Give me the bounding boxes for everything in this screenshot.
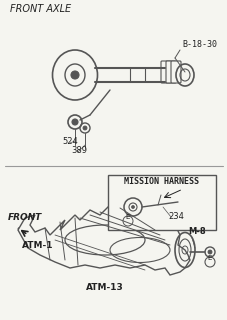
Text: B-18-30: B-18-30 — [181, 40, 216, 49]
Bar — [108, 175, 215, 230]
Text: 234: 234 — [167, 212, 183, 221]
Circle shape — [83, 126, 87, 130]
Text: 524: 524 — [62, 137, 77, 146]
Text: FRONT AXLE: FRONT AXLE — [10, 4, 71, 14]
Text: 389: 389 — [71, 146, 87, 155]
Circle shape — [207, 250, 211, 254]
FancyBboxPatch shape — [170, 61, 180, 83]
FancyBboxPatch shape — [165, 61, 175, 83]
Polygon shape — [18, 228, 28, 235]
Text: E: E — [206, 255, 210, 261]
Text: ATM-13: ATM-13 — [86, 283, 123, 292]
Circle shape — [72, 119, 78, 125]
Circle shape — [131, 205, 134, 209]
Text: ATM-1: ATM-1 — [22, 241, 53, 250]
Text: E: E — [124, 214, 129, 220]
Polygon shape — [18, 205, 189, 275]
Ellipse shape — [71, 71, 79, 79]
Text: FRONT: FRONT — [8, 213, 42, 222]
Text: M-8: M-8 — [187, 227, 205, 236]
FancyBboxPatch shape — [160, 61, 170, 83]
Text: MISSION HARNESS: MISSION HARNESS — [124, 177, 199, 186]
